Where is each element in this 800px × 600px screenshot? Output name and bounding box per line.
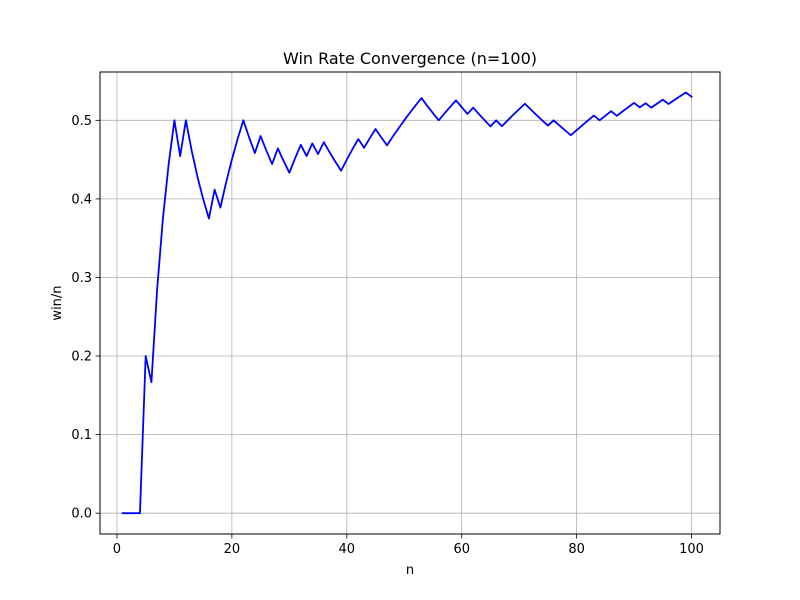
chart-title: Win Rate Convergence (n=100) [283,49,537,68]
series-line-0 [121,91,693,515]
y-tick-label: 0.2 [71,350,92,365]
x-tick-label: 60 [453,542,470,557]
x-tick-label: 20 [224,542,241,557]
axis-ticks: 0 20 40 60 80 100 0.0 0.1 0.2 0.3 0.4 0.5 [71,114,704,557]
y-tick-label: 0.0 [71,507,92,522]
x-tick-label: 0 [113,542,121,557]
x-tick-label: 100 [679,542,704,557]
plot-frame [99,71,721,535]
y-tick-label: 0.4 [71,192,92,207]
series-group [121,91,693,515]
y-axis-label: win/n [50,285,65,320]
x-axis-label: n [406,563,414,578]
x-tick-label: 40 [339,542,356,557]
y-tick-label: 0.3 [71,271,92,286]
y-tick-label: 0.1 [71,428,92,443]
x-tick-label: 80 [568,542,585,557]
y-tick-label: 0.5 [71,114,92,129]
